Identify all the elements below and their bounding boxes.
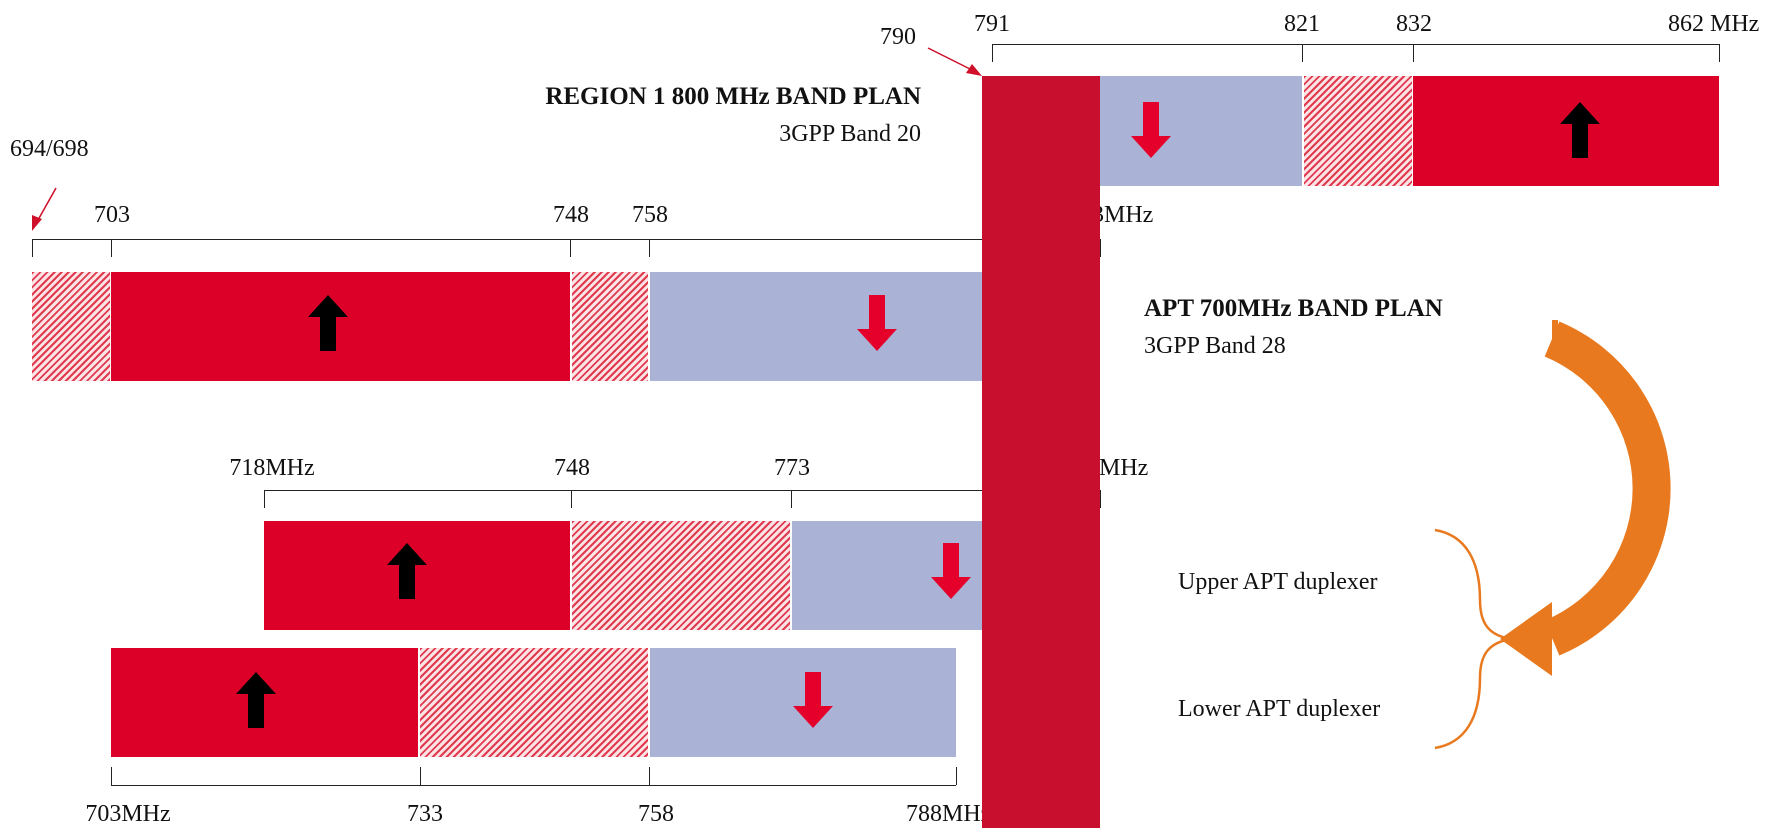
apt-guard-block-mid	[572, 272, 648, 381]
apt-uplink-block	[111, 272, 570, 381]
lower-tick	[111, 767, 112, 785]
lower-tick-label-703: 703MHz	[85, 801, 171, 827]
apt-tick	[32, 239, 33, 257]
region1-scale-line	[992, 44, 1719, 45]
lower-scale-line	[111, 785, 956, 786]
down-arrow-icon	[793, 672, 833, 728]
region1-uplink-block	[1413, 76, 1719, 186]
apt-tick	[570, 239, 571, 257]
upper-tick	[1100, 490, 1101, 508]
region1-pointer-label: 790	[880, 24, 916, 50]
curved-arrow-icon	[1500, 320, 1671, 676]
down-arrow-icon	[931, 543, 971, 599]
apt-pointer-arrow	[32, 187, 57, 231]
region1-guard-block	[1304, 76, 1412, 186]
region1-tick-label-791: 791	[974, 11, 1010, 37]
apt-tick-label-748: 748	[553, 202, 589, 228]
apt-subtitle: 3GPP Band 28	[1144, 333, 1286, 359]
region1-tick	[1719, 44, 1720, 62]
region1-subtitle: 3GPP Band 20	[779, 121, 921, 147]
region1-tick-label-832: 832	[1396, 11, 1432, 37]
apt-tick-label-758: 758	[632, 202, 668, 228]
up-arrow-icon	[387, 543, 427, 599]
region1-tick	[1413, 44, 1414, 62]
region1-title: REGION 1 800 MHz BAND PLAN	[545, 83, 921, 110]
region1-tick-label-821: 821	[1284, 11, 1320, 37]
upper-tick-label-748: 748	[554, 455, 590, 481]
band-overlap-bar	[982, 76, 1100, 828]
region1-tick	[992, 44, 993, 62]
apt-guard-block-low	[32, 272, 110, 381]
apt-title: APT 700MHz BAND PLAN	[1144, 295, 1443, 322]
region1-tick-label-862: 862 MHz	[1668, 11, 1760, 37]
down-arrow-icon	[1131, 102, 1171, 158]
down-arrow-icon	[857, 295, 897, 351]
upper-tick	[791, 490, 792, 508]
lower-tick	[956, 767, 957, 785]
upper-tick-label-773: 773	[774, 455, 810, 481]
lower-tick	[420, 767, 421, 785]
lower-guard-block	[420, 648, 648, 757]
up-arrow-icon	[236, 672, 276, 728]
apt-tick	[111, 239, 112, 257]
apt-tick-label-703: 703	[94, 202, 130, 228]
lower-tick-label-788: 788MHz	[906, 801, 992, 827]
upper-duplexer-label: Upper APT duplexer	[1178, 569, 1378, 595]
upper-scale-line	[264, 490, 1100, 491]
lower-downlink-block	[650, 648, 956, 757]
apt-pointer-label: 694/698	[10, 136, 89, 162]
upper-tick	[264, 490, 265, 508]
upper-uplink-block	[264, 521, 570, 630]
lower-tick-label-758: 758	[638, 801, 674, 827]
region1-pointer-arrow	[927, 47, 982, 76]
apt-scale-line	[32, 239, 1100, 240]
region1-downlink-block	[1100, 76, 1302, 186]
region1-tick	[1302, 44, 1303, 62]
apt-tick	[1100, 239, 1101, 257]
lower-uplink-block	[111, 648, 418, 757]
brace-icon	[1434, 528, 1511, 750]
upper-tick-label-718: 718MHz	[229, 455, 315, 481]
upper-guard-block	[572, 521, 790, 630]
upper-tick	[571, 490, 572, 508]
apt-tick	[649, 239, 650, 257]
lower-tick-label-733: 733	[407, 801, 443, 827]
lower-tick	[649, 767, 650, 785]
up-arrow-icon	[1560, 102, 1600, 158]
up-arrow-icon	[308, 295, 348, 351]
lower-duplexer-label: Lower APT duplexer	[1178, 696, 1381, 722]
